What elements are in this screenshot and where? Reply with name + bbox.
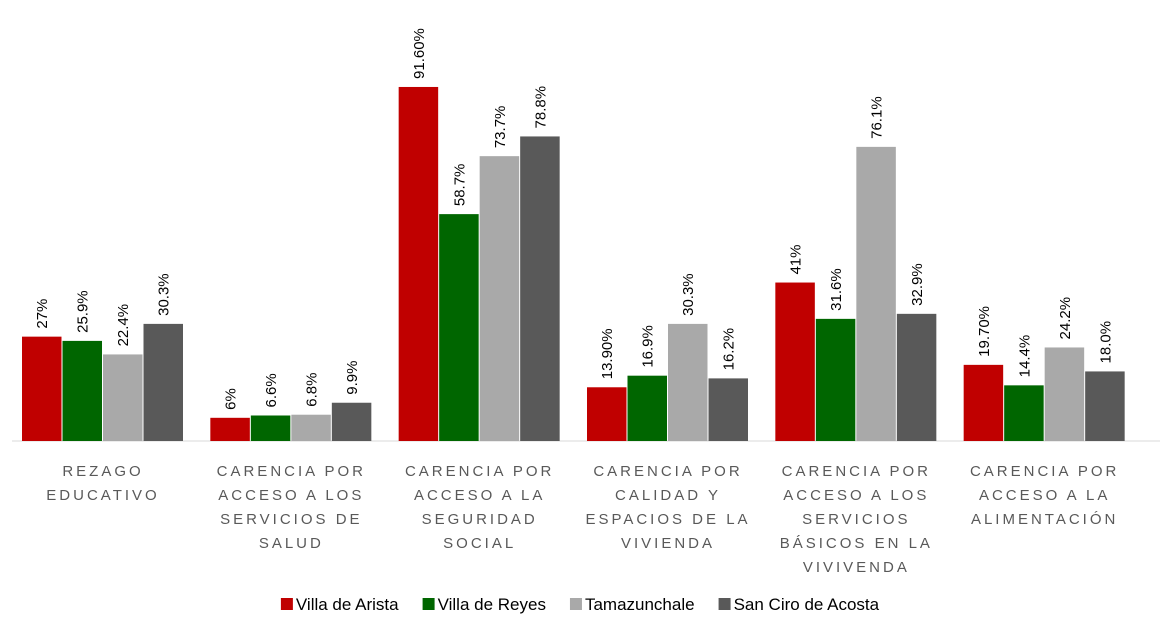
bar <box>815 318 856 441</box>
bar <box>479 156 520 441</box>
bar <box>103 354 143 441</box>
data-label: 41% <box>788 245 805 275</box>
data-label: 22.4% <box>115 304 132 347</box>
bar <box>398 86 439 441</box>
data-label: 27% <box>34 299 51 329</box>
legend-swatch <box>569 598 582 610</box>
x-tick-label: CARENCIA POR ACCESO A LOS SERVICIOS BÁSI… <box>779 463 933 576</box>
data-label: 91.60% <box>411 28 428 79</box>
legend-swatch <box>422 598 435 610</box>
data-label: 73.7% <box>492 106 509 149</box>
data-label: 78.8% <box>532 86 549 129</box>
bar <box>775 282 815 441</box>
data-label: 30.3% <box>680 273 697 316</box>
legend-swatch <box>718 598 731 610</box>
legend-label: San Ciro de Acosta <box>734 595 880 614</box>
bar <box>22 336 62 441</box>
x-tick-label: CARENCIA POR ACCESO A LA ALIMENTACIÓN <box>969 463 1120 528</box>
bar <box>291 414 331 441</box>
x-tick-label: CARENCIA POR ACCESO A LA SEGURIDAD SOCIA… <box>404 463 555 552</box>
legend-label: Villa de Arista <box>296 595 399 614</box>
data-label: 76.1% <box>869 96 886 139</box>
data-label: 16.2% <box>721 328 738 371</box>
data-label: 6.6% <box>263 373 280 407</box>
bar <box>587 387 627 441</box>
data-label: 16.9% <box>640 325 657 368</box>
data-label: 19.70% <box>976 306 993 357</box>
bar <box>439 214 479 441</box>
x-tick-label: CARENCIA POR ACCESO A LOS SERVICIOS DE S… <box>216 463 366 552</box>
bar <box>250 415 291 441</box>
bar <box>1085 371 1125 441</box>
data-label: 31.6% <box>828 268 845 311</box>
bar <box>627 375 667 441</box>
bar <box>896 313 937 441</box>
x-tick-label: REZAGO EDUCATIVO <box>46 463 160 504</box>
bar <box>856 146 896 441</box>
data-label: 14.4% <box>1016 335 1033 378</box>
bar <box>1004 385 1044 441</box>
bar <box>210 417 250 441</box>
data-label: 25.9% <box>75 290 92 333</box>
data-label: 30.3% <box>156 273 173 316</box>
bar <box>520 136 560 442</box>
data-label: 6.8% <box>304 373 321 407</box>
bar <box>1044 347 1085 441</box>
x-tick-label: CARENCIA POR CALIDAD Y ESPACIOS DE LA VI… <box>585 463 751 552</box>
data-label: 6% <box>223 388 240 410</box>
data-label: 9.9% <box>344 361 361 395</box>
bar <box>708 378 748 441</box>
bar <box>143 323 183 441</box>
legend-swatch <box>280 598 293 610</box>
data-label: 18.0% <box>1097 321 1114 364</box>
bar <box>62 340 102 441</box>
bar <box>668 323 708 441</box>
data-label: 32.9% <box>909 263 926 306</box>
legend-label: Tamazunchale <box>585 595 695 614</box>
bar <box>963 364 1004 441</box>
bar <box>331 402 372 441</box>
data-label: 24.2% <box>1057 297 1074 340</box>
legend-label: Villa de Reyes <box>438 595 546 614</box>
data-label: 58.7% <box>451 164 468 207</box>
data-label: 13.90% <box>599 328 616 379</box>
